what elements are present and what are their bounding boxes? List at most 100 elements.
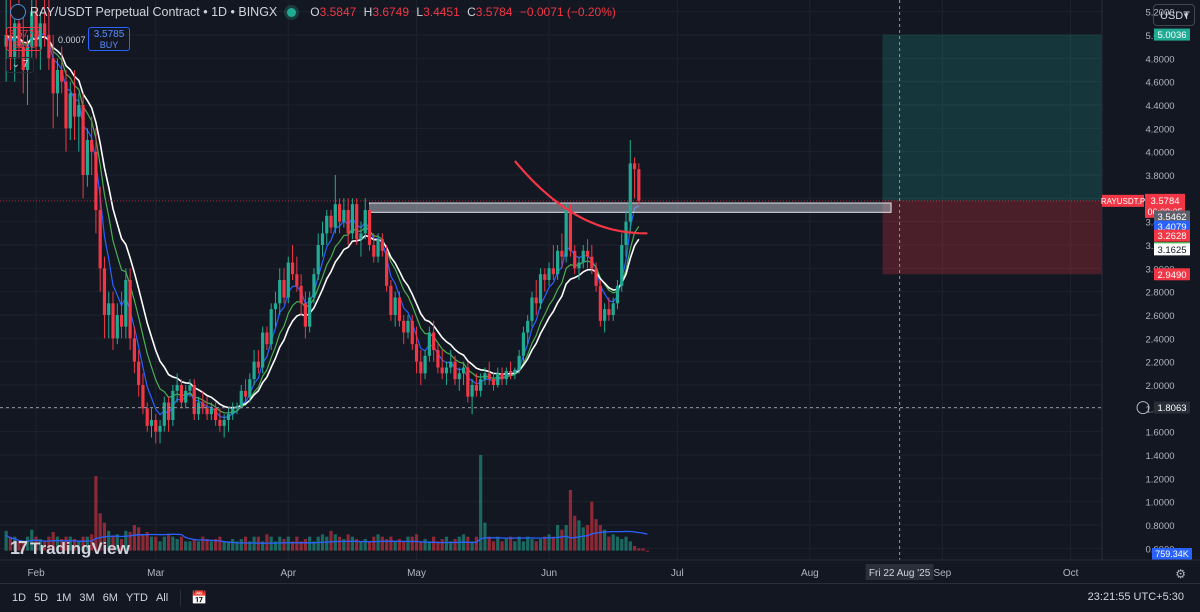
- candle-body: [295, 274, 299, 286]
- calendar-goto-icon[interactable]: 📅: [191, 590, 208, 605]
- candle-body: [243, 390, 248, 397]
- sell-price: 3.5778: [8, 29, 40, 40]
- x-tick-label: Jun: [541, 568, 557, 579]
- volume-bar: [166, 534, 171, 551]
- currency-label: USDT: [1160, 10, 1190, 22]
- volume-bar: [624, 536, 628, 551]
- volume-bar: [487, 536, 491, 551]
- candle-body: [534, 297, 538, 304]
- volume-bar: [414, 534, 419, 551]
- volume-bar: [115, 534, 119, 551]
- candle-body: [346, 210, 350, 234]
- volume-bar: [68, 536, 72, 551]
- volume-bar: [577, 520, 581, 551]
- volume-bar: [346, 534, 350, 551]
- range-3m[interactable]: 3M: [79, 592, 95, 604]
- volume-bar: [43, 541, 47, 551]
- volume-bar: [637, 548, 641, 551]
- candle-body: [201, 402, 205, 409]
- candle-body: [162, 402, 166, 426]
- y-tick-label: 4.0000: [1145, 148, 1174, 159]
- currency-selector[interactable]: USDT ▼: [1153, 4, 1195, 26]
- volume-bar: [81, 536, 85, 551]
- tradingview-mark-icon: 17: [10, 538, 28, 558]
- volume-bar: [316, 536, 320, 551]
- change-value: −0.0071 (−0.20%): [519, 5, 616, 19]
- candle-body: [8, 35, 13, 59]
- candle-body: [393, 297, 397, 315]
- candle-body: [239, 390, 243, 406]
- candle-body: [119, 315, 124, 327]
- volume-bar: [252, 536, 256, 551]
- long-stop-zone: [882, 200, 1135, 275]
- candle-body: [556, 250, 560, 275]
- candle-body: [171, 390, 175, 420]
- candle-body: [325, 215, 329, 234]
- candle-body: [13, 23, 17, 59]
- volume-bar: [25, 536, 30, 551]
- volume-bar: [85, 536, 89, 551]
- volume-bar: [470, 541, 474, 551]
- candle-body: [81, 105, 85, 175]
- volume-bar: [128, 532, 132, 551]
- volume-bar: [641, 548, 645, 551]
- candle-body: [47, 35, 51, 59]
- volume-bar: [162, 536, 166, 551]
- range-6m[interactable]: 6M: [102, 592, 118, 604]
- candle-body: [342, 210, 346, 222]
- high-label: H: [363, 5, 373, 19]
- candle-body: [72, 93, 77, 117]
- candle-body: [547, 268, 551, 280]
- volume-bar: [47, 536, 51, 551]
- volume-bar: [98, 513, 102, 551]
- volume-tag: [1152, 548, 1192, 560]
- utc-clock[interactable]: 23:21:55 UTC+5:30: [1087, 591, 1184, 603]
- indicators-toggle[interactable]: ⌄ 7: [6, 57, 34, 73]
- volume-bar: [363, 539, 367, 551]
- volume-bar: [196, 541, 201, 551]
- volume-bar: [218, 536, 222, 551]
- buy-label: BUY: [99, 40, 119, 50]
- y-tick-label: 3.8000: [1145, 171, 1174, 182]
- y-tick-label: 2.0000: [1145, 381, 1174, 392]
- volume-bar: [312, 541, 316, 551]
- symbol-title[interactable]: RAY/USDT Perpetual Contract • 1D • BINGX: [30, 5, 278, 19]
- range-5d[interactable]: 5D: [34, 592, 49, 604]
- volume-bar: [359, 541, 363, 551]
- candle-body: [308, 297, 312, 327]
- volume-bar: [526, 536, 530, 551]
- candle-body: [85, 140, 89, 175]
- volume-bar: [55, 536, 60, 551]
- candle-body: [132, 338, 136, 362]
- sell-button[interactable]: 3.5778 SELL: [6, 27, 42, 51]
- y-tick-label: 5.2000: [1145, 8, 1174, 19]
- range-1m[interactable]: 1M: [56, 592, 72, 604]
- candle-body: [611, 303, 615, 315]
- candle-body: [111, 303, 115, 339]
- range-ytd[interactable]: YTD: [125, 592, 148, 604]
- volume-bar: [423, 539, 427, 551]
- candle-body: [43, 23, 47, 35]
- range-1d[interactable]: 1D: [12, 592, 27, 604]
- tradingview-logo[interactable]: 17 TradingView: [10, 538, 130, 559]
- volume-bar: [235, 541, 239, 551]
- volume-bar: [427, 541, 431, 551]
- symbol-name-label: RAYUSDT.P: [1101, 197, 1145, 206]
- candle-body: [222, 420, 226, 426]
- volume-bar: [355, 539, 359, 551]
- volume-bar: [367, 541, 372, 551]
- settings-gear-icon[interactable]: ⚙: [1175, 567, 1186, 581]
- volume-bar: [573, 515, 577, 551]
- volume-ma-line: [5, 530, 648, 544]
- candle-body: [436, 350, 440, 368]
- candle-body: [470, 385, 474, 397]
- buy-button[interactable]: 3.5785 BUY: [88, 27, 130, 51]
- volume-bar: [17, 541, 21, 551]
- candle-body: [620, 245, 624, 286]
- candle-body: [385, 250, 389, 286]
- range-all[interactable]: All: [155, 592, 169, 604]
- price-chart[interactable]: 0.60000.80001.00001.20001.40001.60001.80…: [0, 0, 1200, 584]
- candle-body: [261, 332, 265, 368]
- candle-body: [158, 425, 162, 432]
- volume-bar: [209, 541, 213, 551]
